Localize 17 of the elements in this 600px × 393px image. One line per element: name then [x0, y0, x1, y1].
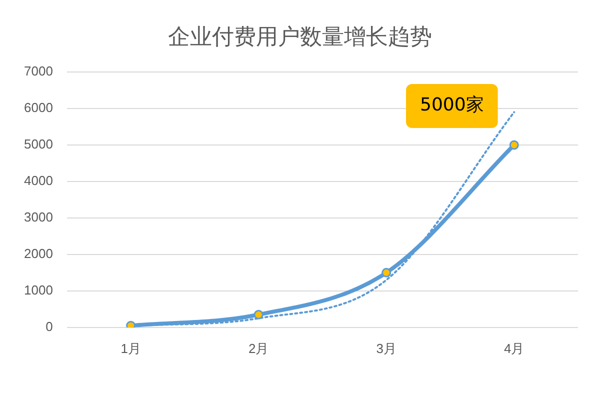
y-tick-label: 5000	[24, 136, 53, 152]
point	[254, 310, 264, 320]
x-tick-label: 1月	[120, 340, 141, 356]
y-tick-label: 7000	[24, 64, 53, 79]
x-tick-label: 3月	[376, 340, 396, 356]
y-tick-label: 6000	[24, 100, 53, 116]
y-tick-label: 4000	[24, 173, 53, 188]
annotation: 5000家	[420, 94, 484, 116]
y-tick-label: 1000	[24, 282, 53, 298]
x-tick-label: 4月	[504, 340, 524, 356]
chart-title: 企业付费用户数量增长趋势	[167, 24, 433, 52]
y-tick-label: 2000	[24, 246, 53, 262]
point	[509, 140, 519, 150]
y-tick-label: 0	[46, 318, 53, 334]
x-tick-label: 2月	[248, 340, 269, 356]
y-tick-label: 3000	[24, 210, 53, 225]
point	[382, 268, 392, 278]
